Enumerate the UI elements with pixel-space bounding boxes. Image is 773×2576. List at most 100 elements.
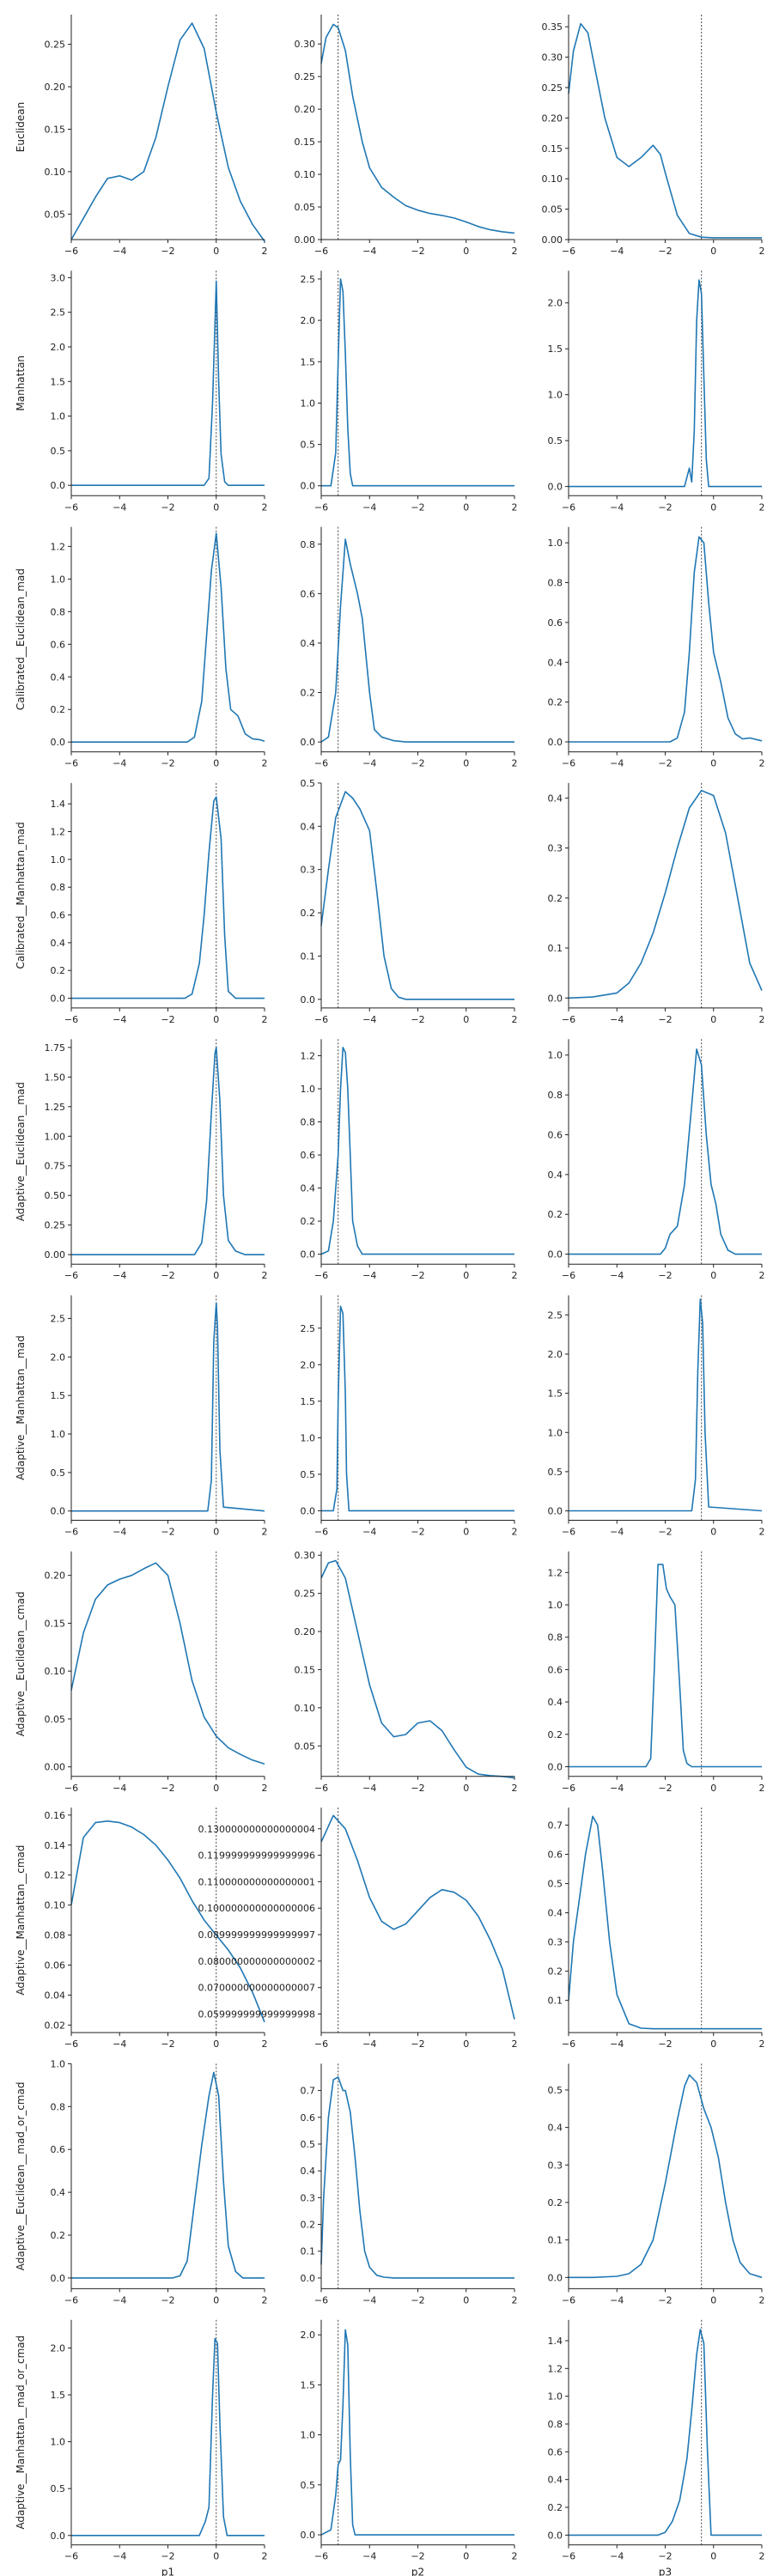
subplot-row: 0.020.040.060.080.100.120.140.16−6 −4 −2 0 2…: [15, 1807, 765, 2050]
y-tick-label: 0.080000000000000002: [198, 1956, 315, 1967]
subplot-row: 0.000.250.500.751.001.251.501.75−6 −4 −2 0 2…: [15, 1039, 765, 1281]
y-tick: 0.4: [548, 793, 569, 804]
y-tick: 0.6: [301, 588, 321, 599]
x-tick: −2: [658, 751, 673, 769]
x-tick: −6: [562, 1264, 575, 1281]
x-tick-label: −2: [411, 246, 424, 257]
y-tick: 0.10: [295, 1703, 321, 1714]
y-tick: 0.2: [548, 1729, 569, 1741]
x-tick-label: −4: [113, 758, 126, 769]
y-tick-label: 1.4: [548, 2336, 563, 2347]
y-tick: 0.12: [45, 1870, 71, 1881]
x-tick: 0: [710, 1520, 716, 1538]
y-tick-label: 2.0: [548, 298, 563, 309]
x-tick-label: −2: [658, 1783, 672, 1794]
x-tick-label: 0: [213, 246, 219, 257]
x-tick: −2: [411, 495, 425, 513]
y-tick-label: 0.20: [295, 104, 316, 115]
x-tick-label: −4: [362, 2551, 376, 2562]
x-tick: −6: [314, 2544, 328, 2562]
x-tick-label: −6: [314, 501, 328, 513]
y-tick: 0.20: [295, 1626, 321, 1637]
y-tick: 0.100000000000000006: [198, 1903, 321, 1914]
x-tick: 0: [710, 2032, 716, 2050]
x-tick-label: −2: [658, 2294, 672, 2306]
subplot-row: 0.00.51.01.52.02.53.0−6 −4 −2 0 2Manhattan0.…: [15, 270, 765, 513]
x-tick: 0: [710, 2288, 716, 2306]
x-tick-label: −4: [610, 758, 624, 769]
y-tick: 0.00: [542, 234, 569, 246]
y-tick-label: 1.0: [51, 1429, 66, 1440]
y-tick: 0.0: [548, 482, 569, 493]
y-tick: 0.1: [548, 943, 569, 954]
x-tick-label: 2: [262, 246, 268, 257]
row-ylabel: Adaptive__Manhattan__mad: [15, 1335, 27, 1479]
x-tick-label: 2: [512, 246, 518, 257]
x-tick-label: −6: [562, 246, 575, 257]
x-tick: −6: [562, 240, 575, 257]
y-tick: 0.4: [548, 1908, 569, 1919]
y-tick: 0.5: [548, 1467, 569, 1478]
y-tick: 1.5: [301, 356, 321, 368]
y-tick: 0.0: [301, 737, 321, 748]
y-tick: 1.0: [51, 2058, 71, 2069]
y-tick: 0.0: [301, 994, 321, 1005]
y-tick-label: 0.2: [301, 908, 316, 919]
y-tick: 0.5: [548, 2085, 569, 2096]
x-tick-label: −2: [658, 1527, 672, 1538]
y-tick: 0.8: [548, 578, 569, 589]
y-tick: 2.0: [301, 2330, 321, 2341]
y-tick: 0.8: [301, 539, 321, 550]
y-tick-label: 1.25: [45, 1102, 66, 1113]
x-tick-label: −2: [411, 1783, 424, 1794]
subplot-panel: 0.0 0.2 0.4 0.6 0.8 1.0 1.2 1.4 −6 −4 −2 0 2 p3: [548, 2319, 765, 2576]
x-tick: 0: [710, 1007, 716, 1025]
x-tick-label: 0: [463, 1783, 469, 1794]
y-tick-label: 0.0: [301, 2273, 316, 2284]
y-tick: 0.00: [45, 1249, 71, 1261]
x-tick: 2: [759, 495, 765, 513]
y-tick-label: 0.25: [295, 1589, 316, 1600]
y-tick: 1.4: [51, 799, 71, 810]
subplot-row: 0.0 0.2 0.4 0.6 0.8 1.0 1.2 1.4 −6 −4 −2 0 2 Calibrat…: [15, 778, 765, 1025]
y-tick: 0.0: [301, 2530, 321, 2541]
x-tick: −2: [411, 1776, 425, 1794]
y-tick: 0.0: [301, 1249, 321, 1261]
y-tick-label: 1.5: [301, 356, 316, 368]
x-tick: 0: [710, 240, 716, 257]
x-tick-label: −4: [113, 1014, 126, 1025]
y-tick-label: 0.05: [542, 204, 563, 216]
y-tick-label: 1.0: [51, 411, 66, 422]
y-tick: 1.0: [548, 1600, 569, 1611]
y-tick: 1.0: [301, 2430, 321, 2441]
x-tick-label: 2: [759, 2038, 765, 2050]
subplot-panel: 0.0 0.5 1.0 1.5 2.0 −6 −4 −2 0 2 Adaptive__Manhatt…: [15, 2319, 268, 2576]
y-tick-label: 0.2: [548, 1729, 563, 1741]
y-tick: 2.0: [51, 1352, 71, 1363]
y-tick: 1.50: [45, 1072, 71, 1083]
y-tick-label: 1.5: [51, 2390, 66, 2401]
density-curve: [70, 1820, 265, 2023]
density-curve: [320, 1814, 515, 2020]
y-tick: 0.0: [548, 2272, 569, 2283]
y-tick-label: 0.25: [45, 1220, 66, 1231]
y-tick: 0.4: [548, 2123, 569, 2134]
x-tick: −6: [562, 2288, 575, 2306]
subplot-panel: 0.05 0.10 0.15 0.20 0.25 −6 −4 −2 0 2 Euclidean: [15, 15, 268, 257]
x-tick: −4: [113, 2544, 126, 2562]
x-tick-label: 2: [262, 758, 268, 769]
x-tick: −4: [113, 751, 126, 769]
x-tick: 0: [213, 1007, 219, 1025]
x-tick-label: −6: [562, 2038, 575, 2050]
x-tick-label: −6: [562, 1783, 575, 1794]
x-tick-label: 2: [512, 1783, 518, 1794]
subplot-panel: 0.0 0.2 0.4 0.6 0.8 1.0 1.2 −6 −4 −2 0 2: [301, 1039, 518, 1281]
y-tick-label: 2.0: [301, 315, 316, 326]
y-tick-label: 0.089999999999999997: [198, 1929, 315, 1941]
y-tick: 0.0: [301, 481, 321, 492]
y-tick: 0.6: [51, 910, 71, 921]
y-tick: 1.75: [45, 1042, 71, 1054]
x-tick: −4: [610, 2544, 624, 2562]
x-tick: −4: [113, 1007, 126, 1025]
y-tick: 0.6: [548, 2446, 569, 2458]
